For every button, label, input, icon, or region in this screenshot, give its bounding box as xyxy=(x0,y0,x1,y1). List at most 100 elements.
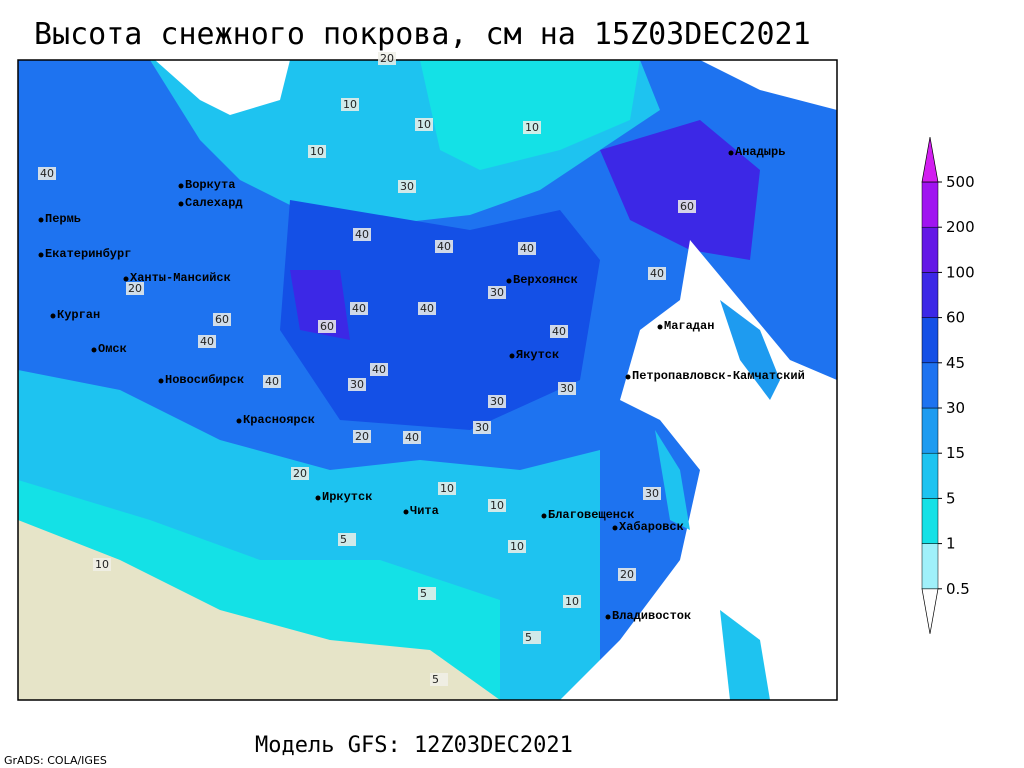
legend-bin xyxy=(921,226,939,273)
legend-label: 200 xyxy=(946,218,975,236)
legend-label: 45 xyxy=(946,354,965,372)
legend-bin xyxy=(921,498,939,544)
contour-label-box xyxy=(648,267,666,280)
contour-label-box xyxy=(126,282,144,295)
contour-label: 10 xyxy=(490,499,504,512)
contour-label-box xyxy=(341,98,359,111)
city-label: Воркута xyxy=(185,178,235,192)
city-dot xyxy=(158,378,164,384)
city-dot xyxy=(236,418,242,424)
contour-label: 40 xyxy=(265,375,279,388)
legend-bin xyxy=(921,136,939,183)
city-label: Благовещенск xyxy=(548,508,634,522)
contour-label: 10 xyxy=(510,540,524,553)
city-dot xyxy=(541,513,547,519)
legend-label: 60 xyxy=(946,309,965,327)
contour-label: 40 xyxy=(650,267,664,280)
city-dot xyxy=(178,201,184,207)
legend-label: 30 xyxy=(946,399,965,417)
city-dot xyxy=(612,525,618,531)
contour-label: 40 xyxy=(552,325,566,338)
open-water xyxy=(700,60,837,110)
city-dot xyxy=(509,353,515,359)
contour-label-box xyxy=(488,499,506,512)
contour-label-box xyxy=(353,228,371,241)
contour-label: 30 xyxy=(560,382,574,395)
contour-label: 30 xyxy=(490,286,504,299)
city-dot xyxy=(728,150,734,156)
contour-label: 20 xyxy=(355,430,369,443)
city-label: Курган xyxy=(57,308,100,322)
contour-label: 10 xyxy=(95,558,109,571)
city-label: Анадырь xyxy=(735,145,785,159)
kamchatka xyxy=(720,300,780,400)
contour-label-box xyxy=(93,558,111,571)
contour-label-box xyxy=(403,431,421,444)
contour-label: 10 xyxy=(417,118,431,131)
city-dot xyxy=(178,183,184,189)
contour-label: 60 xyxy=(215,313,229,326)
map-frame xyxy=(17,59,838,701)
contour-label: 40 xyxy=(200,335,214,348)
contour-label: 30 xyxy=(645,487,659,500)
city-dot xyxy=(91,347,97,353)
legend-label: 500 xyxy=(946,173,975,191)
contour-label-box xyxy=(350,302,368,315)
city-label: Ханты-Мансийск xyxy=(130,271,231,285)
city-label: Чита xyxy=(410,504,439,518)
contour-label-box xyxy=(38,167,56,180)
contour-label-box xyxy=(348,378,366,391)
contour-label: 5 xyxy=(340,533,347,546)
contour-label: 40 xyxy=(405,431,419,444)
contour-label-box xyxy=(488,286,506,299)
contour-label-box xyxy=(198,335,216,348)
contour-label: 60 xyxy=(680,200,694,213)
contour-label: 40 xyxy=(355,228,369,241)
contour-label: 10 xyxy=(310,145,324,158)
city-dot xyxy=(506,278,512,284)
contour-label: 40 xyxy=(420,302,434,315)
legend-label: 15 xyxy=(946,444,965,462)
contour-label-box xyxy=(318,320,336,333)
contour-label-box xyxy=(558,382,576,395)
city-label: Екатеринбург xyxy=(45,246,131,261)
contour-label-box xyxy=(438,482,456,495)
contour-label: 40 xyxy=(437,240,451,253)
contour-label-box xyxy=(643,487,661,500)
contour-label-box xyxy=(308,145,326,158)
contour-label-box xyxy=(563,595,581,608)
contour-label: 30 xyxy=(350,378,364,391)
legend-bin xyxy=(921,452,939,499)
contour-label-box xyxy=(338,533,356,546)
contour-label: 20 xyxy=(380,52,394,65)
contour-label-box xyxy=(618,568,636,581)
legend-bin xyxy=(921,181,939,228)
city-dot xyxy=(657,324,663,330)
city-label: Салехард xyxy=(185,196,243,210)
contour-label: 10 xyxy=(440,482,454,495)
city-layer: Анадырь Воркута Салехард Пермь Екатеринбург Х… xyxy=(38,145,805,623)
city-dot xyxy=(38,252,44,258)
city-dot xyxy=(605,614,611,620)
contour-label-box xyxy=(370,363,388,376)
no-snow-land xyxy=(18,520,500,700)
contour-label: 40 xyxy=(372,363,386,376)
contour-label-box xyxy=(353,430,371,443)
contour-label: 40 xyxy=(520,242,534,255)
city-dot xyxy=(625,374,631,380)
contour-label-box xyxy=(398,180,416,193)
city-label: Петропавловск-Камчатский xyxy=(632,369,805,383)
legend-label: 1 xyxy=(946,535,956,553)
japan xyxy=(720,610,770,700)
city-label: Магадан xyxy=(664,319,714,333)
contour-label: 40 xyxy=(40,167,54,180)
contour-label-box xyxy=(473,421,491,434)
city-dot xyxy=(38,217,44,223)
legend-bin xyxy=(921,588,939,634)
contour-label-box xyxy=(213,313,231,326)
contour-label-box xyxy=(508,540,526,553)
contour-label: 5 xyxy=(525,631,532,644)
city-dot xyxy=(403,509,409,515)
